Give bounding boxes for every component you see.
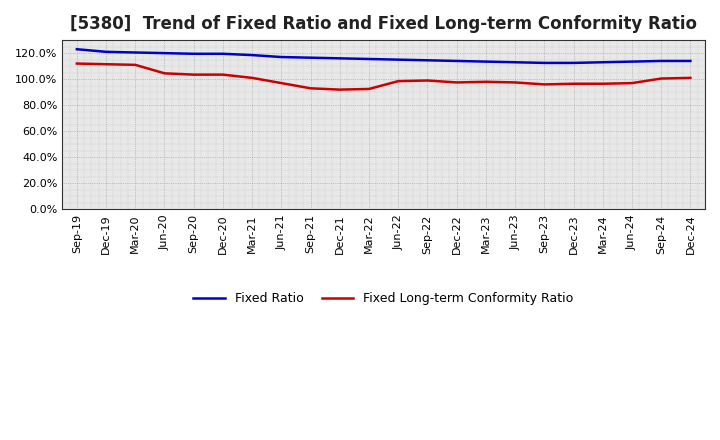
- Fixed Ratio: [102, 49, 110, 55]
- Fixed Long-term Conformity Ratio: [628, 81, 636, 86]
- Line: Fixed Long-term Conformity Ratio: Fixed Long-term Conformity Ratio: [77, 63, 690, 90]
- Fixed Long-term Conformity Ratio: [277, 81, 286, 86]
- Fixed Ratio: [657, 59, 665, 64]
- Fixed Long-term Conformity Ratio: [189, 72, 198, 77]
- Fixed Ratio: [365, 56, 374, 62]
- Fixed Long-term Conformity Ratio: [423, 78, 432, 83]
- Fixed Ratio: [73, 47, 81, 52]
- Fixed Ratio: [394, 57, 402, 62]
- Fixed Long-term Conformity Ratio: [540, 82, 549, 87]
- Fixed Long-term Conformity Ratio: [336, 87, 344, 92]
- Fixed Ratio: [189, 51, 198, 56]
- Fixed Long-term Conformity Ratio: [510, 80, 519, 85]
- Fixed Ratio: [336, 56, 344, 61]
- Fixed Long-term Conformity Ratio: [452, 80, 461, 85]
- Fixed Ratio: [540, 60, 549, 66]
- Fixed Long-term Conformity Ratio: [394, 78, 402, 84]
- Fixed Ratio: [570, 60, 578, 66]
- Fixed Ratio: [277, 55, 286, 60]
- Fixed Long-term Conformity Ratio: [570, 81, 578, 86]
- Fixed Ratio: [423, 58, 432, 63]
- Title: [5380]  Trend of Fixed Ratio and Fixed Long-term Conformity Ratio: [5380] Trend of Fixed Ratio and Fixed Lo…: [70, 15, 697, 33]
- Line: Fixed Ratio: Fixed Ratio: [77, 49, 690, 63]
- Fixed Long-term Conformity Ratio: [306, 86, 315, 91]
- Legend: Fixed Ratio, Fixed Long-term Conformity Ratio: Fixed Ratio, Fixed Long-term Conformity …: [189, 287, 579, 310]
- Fixed Ratio: [219, 51, 228, 56]
- Fixed Long-term Conformity Ratio: [102, 62, 110, 67]
- Fixed Long-term Conformity Ratio: [657, 76, 665, 81]
- Fixed Ratio: [160, 51, 168, 56]
- Fixed Long-term Conformity Ratio: [482, 79, 490, 84]
- Fixed Ratio: [628, 59, 636, 64]
- Fixed Ratio: [306, 55, 315, 60]
- Fixed Ratio: [482, 59, 490, 64]
- Fixed Ratio: [248, 52, 256, 58]
- Fixed Long-term Conformity Ratio: [160, 71, 168, 76]
- Fixed Long-term Conformity Ratio: [131, 62, 140, 67]
- Fixed Ratio: [686, 59, 695, 64]
- Fixed Long-term Conformity Ratio: [219, 72, 228, 77]
- Fixed Ratio: [452, 59, 461, 64]
- Fixed Long-term Conformity Ratio: [248, 75, 256, 81]
- Fixed Long-term Conformity Ratio: [73, 61, 81, 66]
- Fixed Ratio: [510, 59, 519, 65]
- Fixed Long-term Conformity Ratio: [686, 75, 695, 81]
- Fixed Long-term Conformity Ratio: [598, 81, 607, 86]
- Fixed Ratio: [598, 59, 607, 65]
- Fixed Ratio: [131, 50, 140, 55]
- Fixed Long-term Conformity Ratio: [365, 86, 374, 92]
